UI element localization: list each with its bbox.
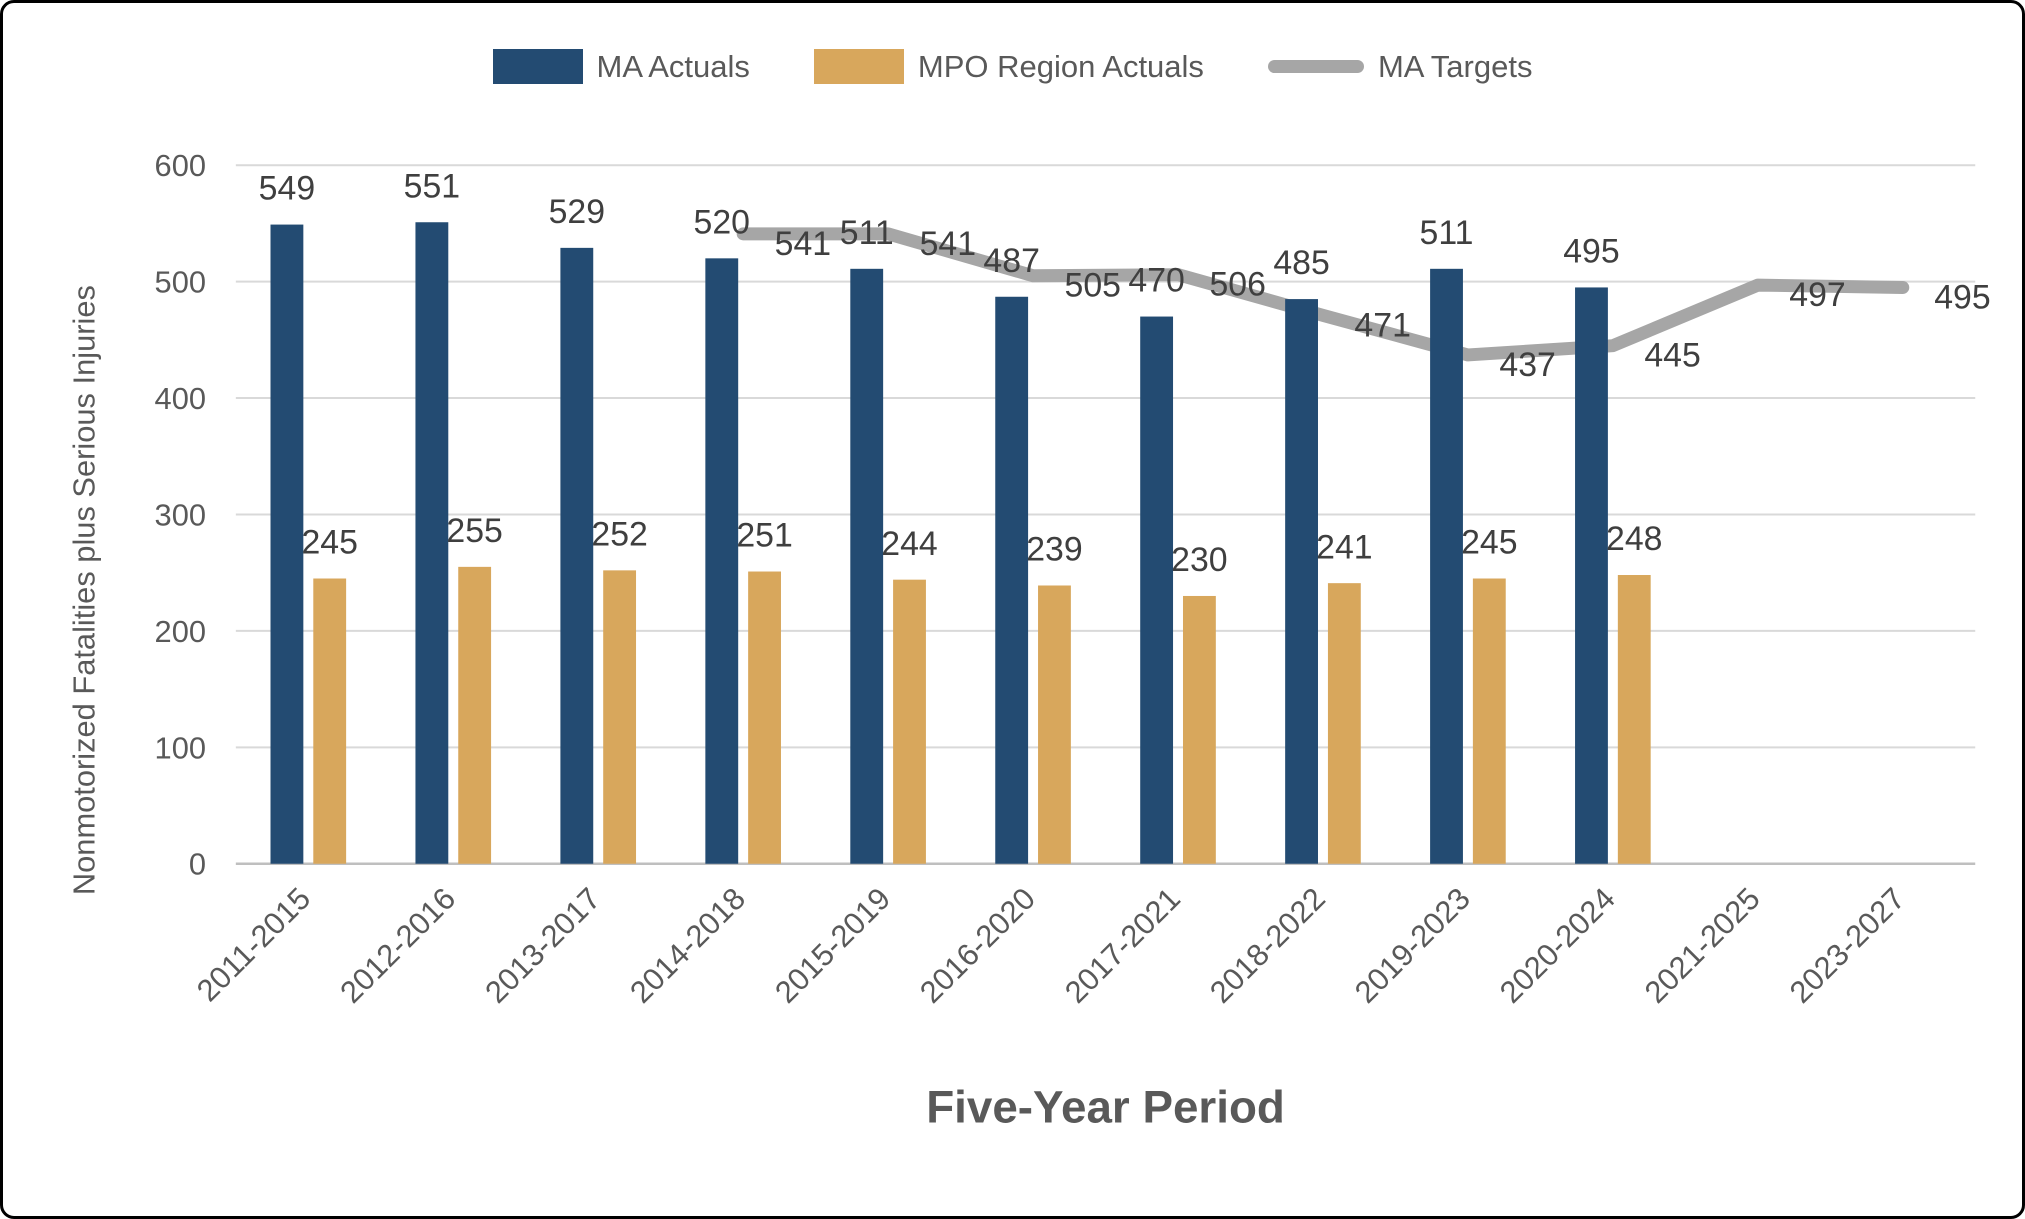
bar-mpo-region-actuals-2017-2021 [1182, 595, 1216, 864]
y-tick-label-300: 300 [155, 497, 206, 532]
bar-label-ma-actuals-2015-2019: 511 [840, 214, 894, 252]
bar-mpo-region-actuals-2015-2019 [893, 579, 926, 864]
bar-mpo-region-actuals-2011-2015 [313, 578, 347, 864]
y-tick-label-0: 0 [189, 847, 206, 882]
bar-label-ma-actuals-2019-2023: 511 [1420, 214, 1474, 252]
line-label-2014-2018: 541 [775, 225, 831, 263]
bar-mpo-region-actuals-2012-2016 [458, 566, 492, 864]
x-tick-label-2021-2025: 2021-2025 [1638, 881, 1767, 1010]
line-label-2016-2020: 505 [1065, 267, 1121, 305]
bar-label-mpo-region-actuals-2015-2019: 244 [881, 525, 937, 563]
x-tick-label-2018-2022: 2018-2022 [1203, 881, 1332, 1010]
bar-ma-actuals-2011-2015 [270, 224, 304, 864]
y-axis-title: Nonmotorized Fatalities plus Serious Inj… [67, 285, 102, 895]
bar-mpo-region-actuals-2019-2023 [1472, 578, 1506, 864]
y-tick-label-200: 200 [155, 614, 206, 649]
legend-item-ma-actuals: MA Actuals [492, 49, 750, 84]
bar-mpo-region-actuals-2020-2024 [1617, 575, 1651, 864]
bar-ma-actuals-2014-2018 [705, 258, 739, 864]
bar-label-ma-actuals-2020-2024: 495 [1563, 233, 1619, 271]
line-label-2017-2021: 506 [1209, 266, 1265, 304]
legend-label-ma-targets: MA Targets [1377, 49, 1533, 84]
y-tick-label-500: 500 [155, 265, 206, 300]
bar-ma-actuals-2015-2019 [850, 268, 884, 864]
bar-ma-actuals-2017-2021 [1140, 316, 1174, 864]
x-tick-label-2013-2017: 2013-2017 [478, 881, 607, 1010]
bar-mpo-region-actuals-2016-2020 [1038, 585, 1071, 864]
x-tick-label-2016-2020: 2016-2020 [913, 881, 1042, 1010]
ma-targets-line [736, 227, 1910, 362]
line-label-2015-2019: 541 [920, 225, 976, 263]
bar-label-ma-actuals-2018-2022: 485 [1273, 244, 1329, 282]
bar-mpo-region-actuals-2014-2018 [748, 571, 781, 864]
legend-swatch-mpo-region-actuals [813, 49, 904, 84]
bar-label-ma-actuals-2012-2016: 551 [404, 167, 460, 205]
x-tick-label-2011-2015: 2011-2015 [190, 881, 317, 1008]
bar-ma-actuals-2018-2022 [1285, 299, 1318, 864]
bar-label-mpo-region-actuals-2013-2017: 252 [591, 515, 647, 553]
y-tick-label-600: 600 [155, 148, 206, 183]
bar-label-mpo-region-actuals-2018-2022: 241 [1316, 528, 1372, 566]
legend-item-ma-targets: MA Targets [1267, 49, 1533, 84]
line-label-2019-2023: 437 [1499, 346, 1555, 384]
chart-legend: MA Actuals MPO Region Actuals MA Targets [3, 49, 2022, 84]
bar-mpo-region-actuals-2018-2022 [1327, 583, 1361, 864]
bar-label-mpo-region-actuals-2016-2020: 239 [1026, 531, 1082, 569]
bar-label-mpo-region-actuals-2012-2016: 255 [446, 512, 502, 550]
line-label-2021-2025: 497 [1789, 276, 1845, 314]
bar-ma-actuals-2019-2023 [1430, 268, 1463, 864]
legend-swatch-ma-targets [1267, 60, 1364, 73]
bar-label-ma-actuals-2014-2018: 520 [694, 203, 750, 241]
bar-ma-actuals-2013-2017 [560, 247, 594, 864]
y-tick-label-100: 100 [155, 730, 206, 765]
x-tick-label-2012-2016: 2012-2016 [333, 881, 462, 1010]
legend-item-mpo-region-actuals: MPO Region Actuals [813, 49, 1204, 84]
bar-label-ma-actuals-2011-2015: 549 [259, 170, 315, 208]
bar-label-mpo-region-actuals-2011-2015: 245 [301, 524, 357, 562]
bar-label-mpo-region-actuals-2020-2024: 248 [1606, 520, 1662, 558]
bar-label-ma-actuals-2013-2017: 529 [549, 193, 605, 231]
x-axis-title: Five-Year Period [926, 1081, 1285, 1132]
legend-swatch-ma-actuals [492, 49, 583, 84]
bar-ma-actuals-2016-2020 [995, 296, 1029, 864]
bar-label-mpo-region-actuals-2014-2018: 251 [736, 517, 792, 555]
y-tick-label-400: 400 [155, 381, 206, 416]
legend-label-mpo-region-actuals: MPO Region Actuals [917, 49, 1204, 84]
line-label-2023-2027: 495 [1934, 278, 1990, 316]
bar-ma-actuals-2012-2016 [415, 222, 449, 864]
x-tick-label-2017-2021: 2017-2021 [1058, 881, 1187, 1010]
x-tick-label-2020-2024: 2020-2024 [1493, 881, 1622, 1010]
bar-ma-actuals-2020-2024 [1575, 287, 1608, 864]
x-tick-label-2023-2027: 2023-2027 [1783, 881, 1912, 1010]
x-tick-label-2014-2018: 2014-2018 [623, 881, 752, 1010]
bar-label-ma-actuals-2017-2021: 470 [1128, 262, 1184, 300]
x-tick-label-2015-2019: 2015-2019 [768, 881, 897, 1010]
bar-label-mpo-region-actuals-2017-2021: 230 [1171, 541, 1227, 579]
line-label-2018-2022: 471 [1354, 306, 1410, 344]
bar-label-mpo-region-actuals-2019-2023: 245 [1461, 524, 1517, 562]
bar-mpo-region-actuals-2013-2017 [603, 570, 637, 864]
x-tick-label-2019-2023: 2019-2023 [1348, 881, 1477, 1010]
line-label-2020-2024: 445 [1644, 337, 1700, 375]
legend-label-ma-actuals: MA Actuals [596, 49, 750, 84]
bar-label-ma-actuals-2016-2020: 487 [983, 242, 1039, 280]
